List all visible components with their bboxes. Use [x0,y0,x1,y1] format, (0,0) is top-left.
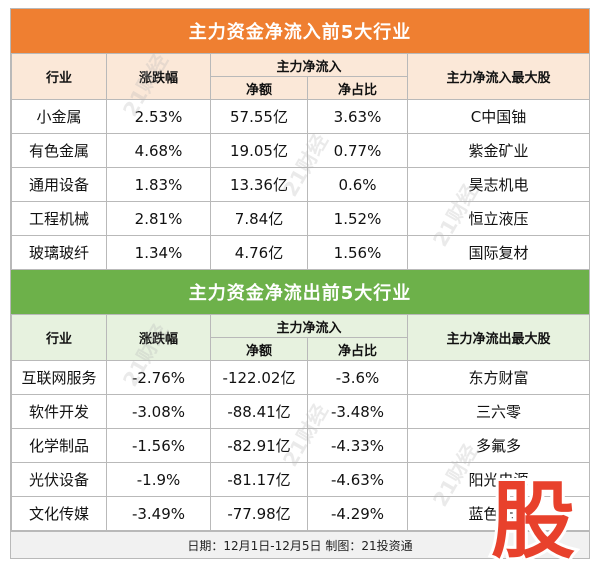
change-cell: 1.34% [106,235,211,270]
table-row: 玻璃玻纤 1.34% 4.76亿 1.56% 国际复材 [11,235,591,270]
net-ratio-cell: 1.52% [306,201,409,236]
net-ratio-cell: 3.63% [306,99,409,134]
table-row: 小金属 2.53% 57.55亿 3.63% C中国铀 [11,99,591,134]
col-header-top-stock: 主力净流入最大股 [407,53,591,100]
table-row: 软件开发 -3.08% -88.41亿 -3.48% 三六零 [11,394,591,429]
outflow-title: 主力资金净流出前5大行业 [11,270,589,314]
net-amount-cell: -82.91亿 [210,428,308,463]
net-ratio-cell: -3.6% [306,360,409,395]
table-row: 化学制品 -1.56% -82.91亿 -4.33% 多氟多 [11,428,591,463]
flow-card: 主力资金净流入前5大行业 行业 涨跌幅 主力净流入 主力净流入最大股 净额 净占… [10,8,591,559]
inflow-title: 主力资金净流入前5大行业 [11,9,589,53]
industry-cell: 软件开发 [11,394,107,429]
col-header-net-amount: 净额 [210,337,308,361]
footer-caption: 日期：12月1日-12月5日 制图：21投资通 [11,531,589,558]
change-cell: 2.53% [106,99,211,134]
top-stock-cell: 多氟多 [407,428,591,463]
change-cell: 1.83% [106,167,211,202]
stock-stamp-logo: 股 [488,469,578,562]
stamp-glyph: 股 [491,472,575,562]
industry-cell: 互联网服务 [11,360,107,395]
industry-cell: 化学制品 [11,428,107,463]
top-stock-cell: 东方财富 [407,360,591,395]
top-stock-cell: 国际复材 [407,235,591,270]
table-row: 通用设备 1.83% 13.36亿 0.6% 昊志机电 [11,167,591,202]
table-row: 工程机械 2.81% 7.84亿 1.52% 恒立液压 [11,201,591,236]
net-ratio-cell: -4.63% [306,462,409,497]
change-cell: -3.08% [106,394,211,429]
top-stock-cell: 恒立液压 [407,201,591,236]
net-ratio-cell: -4.29% [306,496,409,531]
col-header-main-flow: 主力净流入 [209,314,409,338]
net-amount-cell: 19.05亿 [210,133,308,168]
net-amount-cell: -88.41亿 [210,394,308,429]
net-ratio-cell: -4.33% [306,428,409,463]
col-header-net-ratio: 净占比 [306,76,409,100]
col-header-industry: 行业 [11,314,107,361]
table-row: 文化传媒 -3.49% -77.98亿 -4.29% 蓝色光标 [11,496,591,531]
change-cell: -1.56% [106,428,211,463]
net-amount-cell: -81.17亿 [210,462,308,497]
industry-cell: 小金属 [11,99,107,134]
change-cell: -2.76% [106,360,211,395]
col-header-change: 涨跌幅 [106,314,211,361]
col-header-top-stock: 主力净流出最大股 [407,314,591,361]
change-cell: 2.81% [106,201,211,236]
net-ratio-cell: 1.56% [306,235,409,270]
col-header-industry: 行业 [11,53,107,100]
table-row: 有色金属 4.68% 19.05亿 0.77% 紫金矿业 [11,133,591,168]
top-stock-cell: 蓝色光标 [407,496,591,531]
net-amount-cell: 57.55亿 [210,99,308,134]
industry-cell: 工程机械 [11,201,107,236]
net-amount-cell: -122.02亿 [210,360,308,395]
change-cell: 4.68% [106,133,211,168]
net-amount-cell: 13.36亿 [210,167,308,202]
industry-cell: 有色金属 [11,133,107,168]
change-cell: -3.49% [106,496,211,531]
industry-cell: 文化传媒 [11,496,107,531]
top-stock-cell: 昊志机电 [407,167,591,202]
industry-cell: 光伏设备 [11,462,107,497]
col-header-net-amount: 净额 [210,76,308,100]
outflow-table: 行业 涨跌幅 主力净流入 主力净流出最大股 净额 净占比 互联网服务 -2.76%… [11,314,591,531]
top-stock-cell: 三六零 [407,394,591,429]
net-ratio-cell: -3.48% [306,394,409,429]
net-amount-cell: -77.98亿 [210,496,308,531]
table-row: 光伏设备 -1.9% -81.17亿 -4.63% 阳光电源 [11,462,591,497]
industry-cell: 通用设备 [11,167,107,202]
col-header-net-ratio: 净占比 [306,337,409,361]
industry-cell: 玻璃玻纤 [11,235,107,270]
change-cell: -1.9% [106,462,211,497]
col-header-main-flow: 主力净流入 [209,53,409,77]
net-amount-cell: 7.84亿 [210,201,308,236]
net-amount-cell: 4.76亿 [210,235,308,270]
table-row: 互联网服务 -2.76% -122.02亿 -3.6% 东方财富 [11,360,591,395]
net-ratio-cell: 0.6% [306,167,409,202]
top-stock-cell: C中国铀 [407,99,591,134]
inflow-table: 行业 涨跌幅 主力净流入 主力净流入最大股 净额 净占比 小金属 2.53% 57.… [11,53,591,270]
col-header-change: 涨跌幅 [106,53,211,100]
top-stock-cell: 紫金矿业 [407,133,591,168]
net-ratio-cell: 0.77% [306,133,409,168]
